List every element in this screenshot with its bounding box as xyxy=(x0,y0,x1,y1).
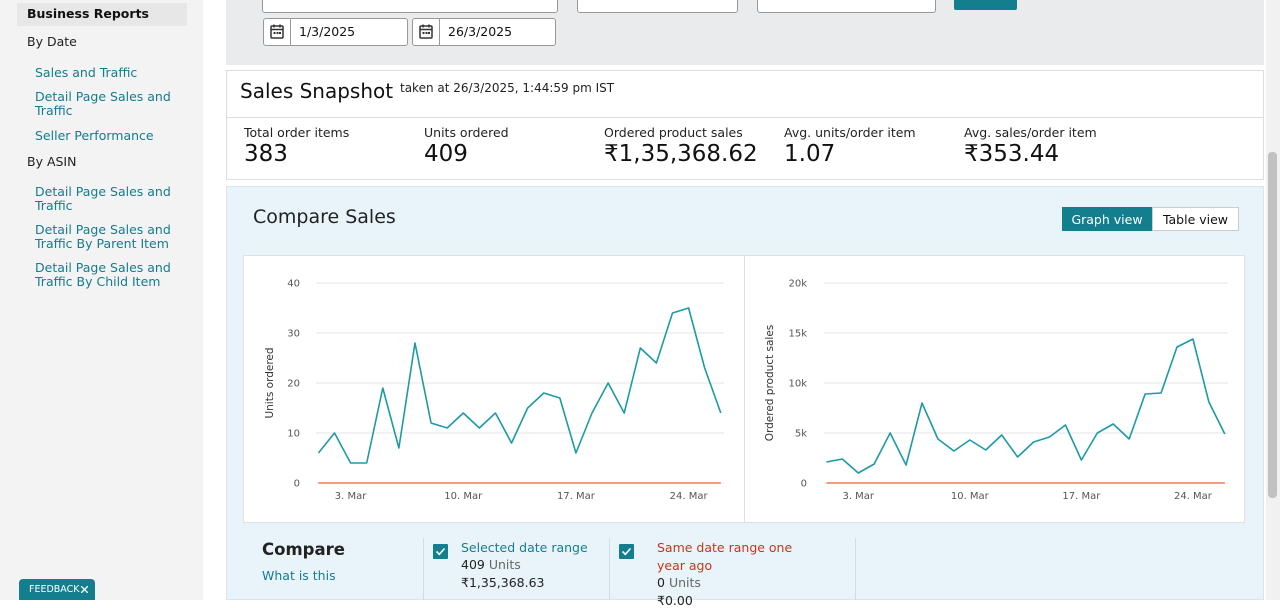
legend-label: Same date range one year ago xyxy=(657,540,793,573)
legend-sales: ₹1,35,368.63 xyxy=(461,575,545,590)
y-axis-label: Units ordered xyxy=(264,347,276,418)
x-tick-label: 3. Mar xyxy=(335,491,367,502)
x-tick-label: 3. Mar xyxy=(842,491,874,502)
y-tick-label: 10k xyxy=(788,379,807,390)
y-tick-label: 0 xyxy=(294,479,300,490)
filter-input[interactable] xyxy=(577,0,738,13)
feedback-label: FEEDBACK xyxy=(29,584,80,595)
y-axis-label: Ordered product sales xyxy=(764,325,776,442)
metric-value: 1.07 xyxy=(784,141,836,167)
nav-link[interactable]: Detail Page Sales and Traffic xyxy=(35,184,171,213)
units-chart: 0 10 20 30 40 3. Mar 10. Mar 17. Mar 24. Mar Unit… xyxy=(264,279,724,502)
divider xyxy=(744,256,745,522)
checkbox[interactable] xyxy=(433,544,448,559)
scrollbar[interactable] xyxy=(1266,0,1280,600)
y-tick-label: 15k xyxy=(788,329,807,340)
y-tick-label: 0 xyxy=(801,479,807,490)
table-view-button[interactable]: Table view xyxy=(1152,207,1239,231)
y-tick-label: 5k xyxy=(795,429,807,440)
end-date-input[interactable]: 26/3/2025 xyxy=(412,18,556,46)
calendar-icon xyxy=(413,19,440,45)
units-value: 409 xyxy=(461,557,485,572)
sales-snapshot: Sales Snapshot taken at 26/3/2025, 1:44:… xyxy=(226,70,1264,180)
metric-label: Ordered product sales xyxy=(604,125,743,140)
apply-button[interactable] xyxy=(954,0,1017,10)
metric-value: 409 xyxy=(424,141,468,167)
metric-label: Avg. sales/order item xyxy=(964,125,1097,140)
end-date: 26/3/2025 xyxy=(448,24,513,39)
metric-label: Avg. units/order item xyxy=(784,125,916,140)
feedback-button[interactable]: FEEDBACK xyxy=(19,579,95,600)
sales-chart: 0 5k 10k 15k 20k 3. Mar 10. Mar 17. Mar 24. Mar O… xyxy=(764,279,1228,502)
nav-link[interactable]: Detail Page Sales and Traffic By Parent … xyxy=(35,222,171,251)
legend-label: Selected date range xyxy=(461,540,588,555)
close-icon[interactable] xyxy=(81,586,88,593)
series-line xyxy=(826,338,1226,474)
section-heading: By ASIN xyxy=(27,154,77,169)
x-tick-label: 24. Mar xyxy=(670,491,709,502)
units-label: Units xyxy=(488,557,521,572)
filter-input[interactable] xyxy=(757,0,936,13)
x-tick-label: 10. Mar xyxy=(951,491,990,502)
legend-sales: ₹0.00 xyxy=(657,593,693,608)
y-tick-label: 40 xyxy=(287,279,300,290)
units-value: 0 xyxy=(657,575,665,590)
y-tick-label: 20k xyxy=(788,279,807,290)
nav-link[interactable]: Seller Performance xyxy=(35,128,154,143)
snapshot-title: Sales Snapshot xyxy=(240,79,394,103)
y-tick-label: 20 xyxy=(287,379,300,390)
separator xyxy=(423,538,424,600)
nav-link[interactable]: Detail Page Sales and Traffic By Child I… xyxy=(35,260,171,289)
nav-link[interactable]: Detail Page Sales and Traffic xyxy=(35,89,171,118)
series-line xyxy=(317,307,722,464)
section-heading: By Date xyxy=(27,34,77,49)
metric-label: Units ordered xyxy=(424,125,509,140)
legend-units: 0 Units xyxy=(657,575,701,590)
divider xyxy=(227,117,1263,118)
chart-panel xyxy=(243,255,1245,523)
help-link[interactable]: What is this xyxy=(262,568,336,583)
y-tick-label: 10 xyxy=(287,429,300,440)
calendar-icon xyxy=(264,19,291,45)
sidebar: Business Reports By Date Sales and Traff… xyxy=(0,0,203,600)
x-tick-label: 10. Mar xyxy=(444,491,483,502)
scroll-thumb[interactable] xyxy=(1268,152,1277,498)
filter-input[interactable] xyxy=(262,0,558,13)
metric-value: ₹1,35,368.62 xyxy=(604,141,758,167)
start-date: 1/3/2025 xyxy=(299,24,356,39)
graph-view-button[interactable]: Graph view xyxy=(1062,207,1152,231)
y-tick-label: 30 xyxy=(287,329,300,340)
metric-label: Total order items xyxy=(244,125,350,140)
filter-bar: 1/3/2025 26/3/2025 xyxy=(226,0,1264,65)
compare-title: Compare Sales xyxy=(253,206,396,228)
x-tick-label: 17. Mar xyxy=(557,491,596,502)
nav-link[interactable]: Sales and Traffic xyxy=(35,65,138,80)
x-tick-label: 17. Mar xyxy=(1062,491,1101,502)
sidebar-title[interactable]: Business Reports xyxy=(17,3,187,26)
separator xyxy=(855,538,856,600)
separator xyxy=(609,538,610,600)
start-date-input[interactable]: 1/3/2025 xyxy=(263,18,408,46)
snapshot-time: taken at 26/3/2025, 1:44:59 pm IST xyxy=(400,81,615,95)
units-label: Units xyxy=(668,575,701,590)
metric-value: ₹353.44 xyxy=(964,141,1060,167)
x-tick-label: 24. Mar xyxy=(1174,491,1213,502)
legend-title: Compare xyxy=(262,540,345,559)
legend-units: 409 Units xyxy=(461,557,521,572)
checkbox[interactable] xyxy=(619,544,634,559)
metric-value: 383 xyxy=(244,141,288,167)
